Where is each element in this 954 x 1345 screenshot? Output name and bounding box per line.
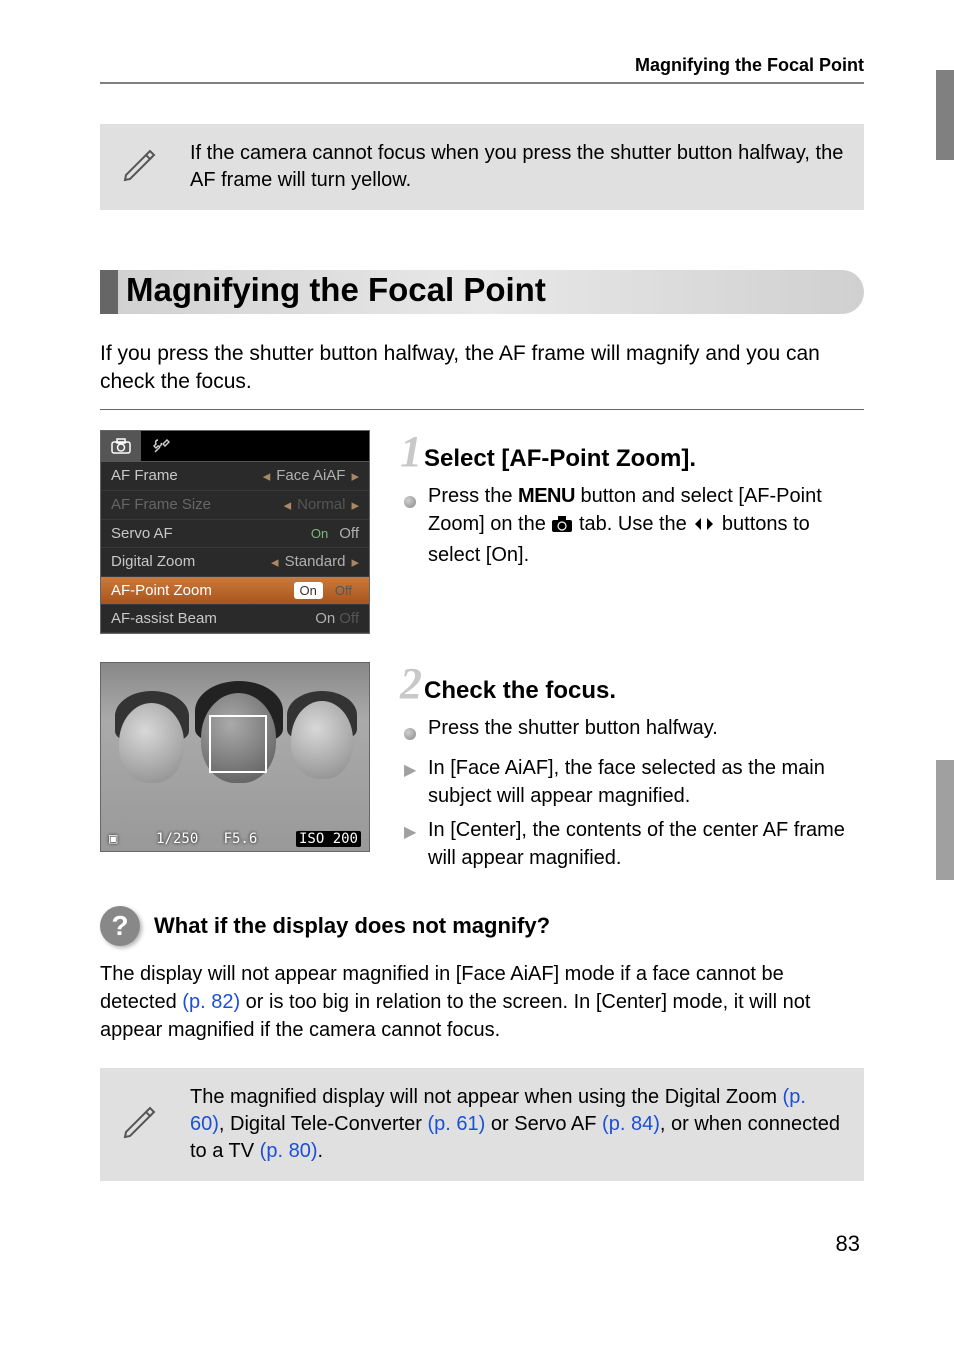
step-2-image: ▣ 1/250 F5.6 ISO 200 — [100, 662, 370, 878]
page-edge-tab-top — [936, 70, 954, 160]
page-edge-tab-mid — [936, 760, 954, 880]
step-2-bullet-2: ▶ In [Face AiAF], the face selected as t… — [400, 754, 864, 810]
iso-value: ISO 200 — [296, 831, 361, 847]
step-number: 1 — [400, 430, 422, 474]
menu-row-servo-af: Servo AF On Off — [101, 520, 369, 548]
step-1-body: 1 Select [AF-Point Zoom]. Press the MENU… — [400, 430, 864, 634]
question-title: What if the display does not magnify? — [154, 913, 550, 939]
section-intro: If you press the shutter button halfway,… — [100, 340, 864, 397]
menu-label: AF Frame — [111, 467, 178, 484]
bullet-text: Press the shutter button halfway. — [428, 714, 718, 748]
step-title: Check the focus. — [424, 677, 616, 705]
page-ref-link[interactable]: (p. 61) — [428, 1113, 486, 1135]
capture-mode-icon: ▣ — [109, 831, 117, 847]
shutter-speed: 1/250 — [156, 831, 198, 847]
menu-label: Servo AF — [111, 525, 173, 542]
bullet-text: Press the MENU button and select [AF-Poi… — [428, 482, 864, 569]
pencil-note-icon — [120, 143, 160, 191]
top-note-text: If the camera cannot focus when you pres… — [190, 142, 843, 191]
menu-row-af-point-zoom: AF-Point Zoom On Off — [101, 577, 369, 605]
menu-row-digital-zoom: Digital Zoom Standard — [101, 548, 369, 577]
page-content: Magnifying the Focal Point If the camera… — [0, 0, 954, 1317]
page-ref-link[interactable]: (p. 80) — [260, 1140, 318, 1162]
question-heading-row: ? What if the display does not magnify? — [100, 906, 864, 946]
bullet-text: In [Center], the contents of the center … — [428, 816, 864, 872]
page-number: 83 — [100, 1231, 864, 1257]
camera-menu-screenshot: AF Frame Face AiAF AF Frame Size Normal … — [100, 430, 370, 634]
camera-tab-icon — [551, 513, 573, 541]
menu-label: AF-assist Beam — [111, 610, 217, 627]
triangle-bullet-icon: ▶ — [404, 816, 418, 872]
menu-tab-camera-icon — [101, 431, 141, 461]
menu-value: On Off — [293, 582, 359, 599]
bottom-note-text: The magnified display will not appear wh… — [190, 1086, 840, 1162]
running-header: Magnifying the Focal Point — [100, 55, 864, 84]
page-ref-link[interactable]: (p. 82) — [182, 991, 240, 1013]
menu-value: Face AiAF — [263, 467, 359, 485]
step-title: Select [AF-Point Zoom]. — [424, 445, 696, 473]
menu-label: Digital Zoom — [111, 553, 195, 570]
question-mark-icon: ? — [100, 906, 140, 946]
menu-row-af-frame: AF Frame Face AiAF — [101, 462, 369, 491]
bottom-note-box: The magnified display will not appear wh… — [100, 1068, 864, 1181]
af-frame-overlay — [209, 715, 267, 773]
step-number: 2 — [400, 662, 422, 706]
step-2-head: 2 Check the focus. — [400, 662, 864, 706]
page-ref-link[interactable]: (p. 84) — [602, 1113, 660, 1135]
step-1-image: AF Frame Face AiAF AF Frame Size Normal … — [100, 430, 370, 634]
menu-label: AF Frame Size — [111, 496, 211, 513]
step-2-row: ▣ 1/250 F5.6 ISO 200 2 Check the focus. … — [100, 662, 864, 878]
photo-info-bar: ▣ 1/250 F5.6 ISO 200 — [101, 831, 369, 847]
menu-value: Normal — [284, 496, 359, 514]
menu-row-af-frame-size: AF Frame Size Normal — [101, 491, 369, 520]
menu-value: Standard — [271, 553, 359, 571]
step-1-bullet: Press the MENU button and select [AF-Poi… — [400, 482, 864, 569]
step-1-head: 1 Select [AF-Point Zoom]. — [400, 430, 864, 474]
step-1-row: AF Frame Face AiAF AF Frame Size Normal … — [100, 430, 864, 634]
menu-value: On Off — [304, 525, 359, 542]
step-2-bullet-3: ▶ In [Center], the contents of the cente… — [400, 816, 864, 872]
section-heading-text: Magnifying the Focal Point — [100, 260, 864, 320]
menu-label: AF-Point Zoom — [111, 582, 212, 599]
menu-row-af-assist-beam: AF-assist Beam On Off — [101, 605, 369, 633]
step-2-body: 2 Check the focus. Press the shutter but… — [400, 662, 864, 878]
menu-button-icon: MENU — [518, 485, 575, 507]
left-right-button-icon — [692, 513, 716, 541]
pencil-note-icon — [120, 1100, 160, 1148]
triangle-bullet-icon: ▶ — [404, 754, 418, 810]
bullet-dot-icon — [404, 482, 418, 569]
section-heading: Magnifying the Focal Point — [100, 260, 864, 320]
bullet-text: In [Face AiAF], the face selected as the… — [428, 754, 864, 810]
aperture-value: F5.6 — [224, 831, 258, 847]
step-2-bullet-1: Press the shutter button halfway. — [400, 714, 864, 748]
menu-tab-tools-icon — [141, 431, 181, 461]
camera-preview-screenshot: ▣ 1/250 F5.6 ISO 200 — [100, 662, 370, 852]
question-body: The display will not appear magnified in… — [100, 960, 864, 1044]
menu-tabs — [101, 431, 369, 462]
top-note-box: If the camera cannot focus when you pres… — [100, 124, 864, 210]
separator — [100, 409, 864, 410]
bullet-dot-icon — [404, 714, 418, 748]
menu-value: On Off — [315, 610, 359, 627]
